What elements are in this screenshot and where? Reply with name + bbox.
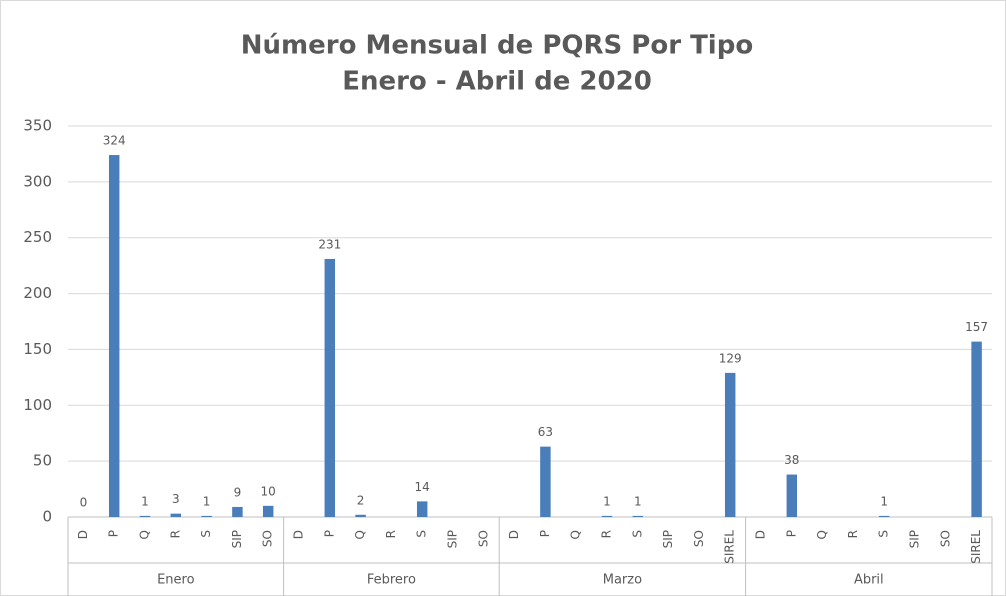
data-label: 10	[261, 484, 276, 498]
x-tick-label: Q	[569, 530, 583, 539]
y-tick-label: 100	[23, 396, 52, 414]
data-label: 157	[965, 320, 988, 334]
data-label: 1	[603, 494, 611, 508]
data-label: 9	[234, 485, 242, 499]
x-tick-label: SO	[476, 530, 490, 547]
bar	[601, 515, 613, 517]
x-tick-label: P	[107, 530, 121, 537]
x-tick-label: S	[415, 530, 429, 538]
x-tick-label: SIREL	[723, 530, 737, 564]
bar	[878, 515, 890, 517]
data-label: 3	[172, 492, 180, 506]
x-tick-label: Q	[138, 530, 152, 539]
y-tick-label: 200	[23, 284, 52, 302]
x-tick-label: R	[384, 530, 398, 538]
bar	[201, 515, 212, 517]
bar	[786, 474, 798, 517]
x-tick-label: SO	[938, 530, 952, 547]
y-tick-label: 300	[23, 172, 52, 190]
bar	[324, 258, 336, 517]
x-tick-label: SIREL	[969, 530, 983, 564]
x-tick-label: SIP	[446, 530, 460, 548]
data-label: 324	[103, 134, 126, 148]
x-tick-label: SO	[692, 530, 706, 547]
bar	[724, 372, 736, 517]
bar	[416, 501, 428, 517]
x-tick-label: S	[877, 530, 891, 538]
x-tick-label: R	[168, 530, 182, 538]
bar	[262, 505, 274, 517]
data-label: 1	[880, 494, 888, 508]
x-tick-label: SIP	[908, 530, 922, 548]
x-tick-label: D	[507, 530, 521, 539]
x-tick-label: S	[199, 530, 213, 538]
data-label: 1	[634, 494, 642, 508]
x-tick-label: SO	[261, 530, 275, 547]
x-tick-label: Q	[353, 530, 367, 539]
y-tick-label: 0	[42, 508, 52, 526]
data-label: 129	[719, 351, 742, 365]
data-label: 14	[415, 480, 430, 494]
x-tick-label: SIP	[230, 530, 244, 548]
x-tick-label: P	[322, 530, 336, 537]
data-label: 38	[784, 453, 799, 467]
x-tick-label: P	[538, 530, 552, 537]
data-label: 2	[357, 493, 365, 507]
x-tick-label: R	[600, 530, 614, 538]
bar	[139, 515, 151, 517]
chart-title: Número Mensual de PQRS Por Tipo	[241, 31, 753, 61]
x-tick-label: D	[76, 530, 90, 539]
group-label: Marzo	[603, 573, 642, 588]
y-tick-label: 350	[23, 117, 52, 135]
bar	[108, 155, 120, 517]
data-label: 1	[203, 494, 211, 508]
x-tick-label: R	[846, 530, 860, 538]
bar	[540, 446, 551, 517]
data-label: 1	[141, 494, 149, 508]
data-label: 231	[318, 237, 341, 251]
y-tick-label: 50	[33, 452, 52, 470]
y-tick-label: 250	[23, 228, 52, 246]
group-label: Enero	[157, 573, 195, 588]
data-label: 63	[538, 425, 553, 439]
x-tick-label: D	[292, 530, 306, 539]
x-tick-label: P	[784, 530, 798, 537]
x-tick-label: Q	[815, 530, 829, 539]
x-tick-label: SIP	[661, 530, 675, 548]
x-tick-label: S	[630, 530, 644, 538]
bar	[232, 506, 243, 517]
group-label: Febrero	[367, 573, 416, 588]
x-tick-label: D	[754, 530, 768, 539]
y-tick-label: 150	[23, 340, 52, 358]
data-label: 0	[80, 496, 88, 510]
bar	[170, 513, 182, 517]
bar	[971, 341, 982, 517]
bar	[632, 515, 644, 517]
chart-subtitle: Enero - Abril de 2020	[342, 67, 652, 97]
bar	[355, 514, 366, 517]
group-label: Abril	[854, 573, 884, 588]
